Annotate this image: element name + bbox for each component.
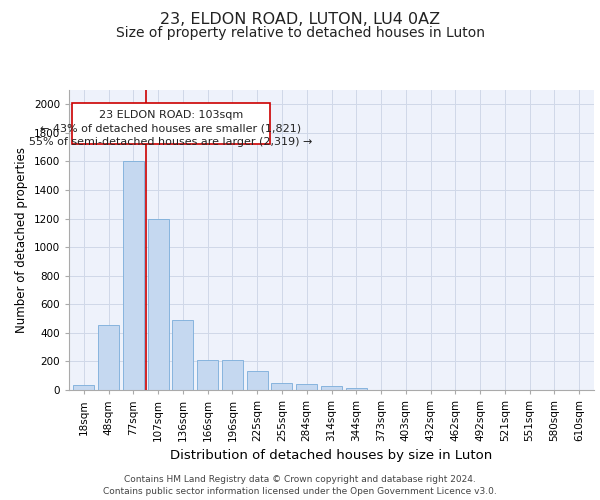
X-axis label: Distribution of detached houses by size in Luton: Distribution of detached houses by size … [170,450,493,462]
Bar [197,360,218,390]
Bar [148,218,169,390]
Bar [296,384,317,390]
Bar [271,383,292,390]
Bar [98,325,119,390]
FancyBboxPatch shape [72,103,270,144]
Text: ← 43% of detached houses are smaller (1,821): ← 43% of detached houses are smaller (1,… [40,124,302,134]
Bar [73,385,94,390]
Bar [172,320,193,390]
Text: 23, ELDON ROAD, LUTON, LU4 0AZ: 23, ELDON ROAD, LUTON, LU4 0AZ [160,12,440,28]
Bar [222,360,243,390]
Y-axis label: Number of detached properties: Number of detached properties [15,147,28,333]
Text: Contains HM Land Registry data © Crown copyright and database right 2024.
Contai: Contains HM Land Registry data © Crown c… [103,474,497,496]
Bar [247,372,268,390]
Text: 55% of semi-detached houses are larger (2,319) →: 55% of semi-detached houses are larger (… [29,136,313,146]
Text: Size of property relative to detached houses in Luton: Size of property relative to detached ho… [115,26,485,40]
Bar [346,388,367,390]
Bar [321,386,342,390]
Text: 23 ELDON ROAD: 103sqm: 23 ELDON ROAD: 103sqm [99,110,243,120]
Bar [123,160,144,390]
